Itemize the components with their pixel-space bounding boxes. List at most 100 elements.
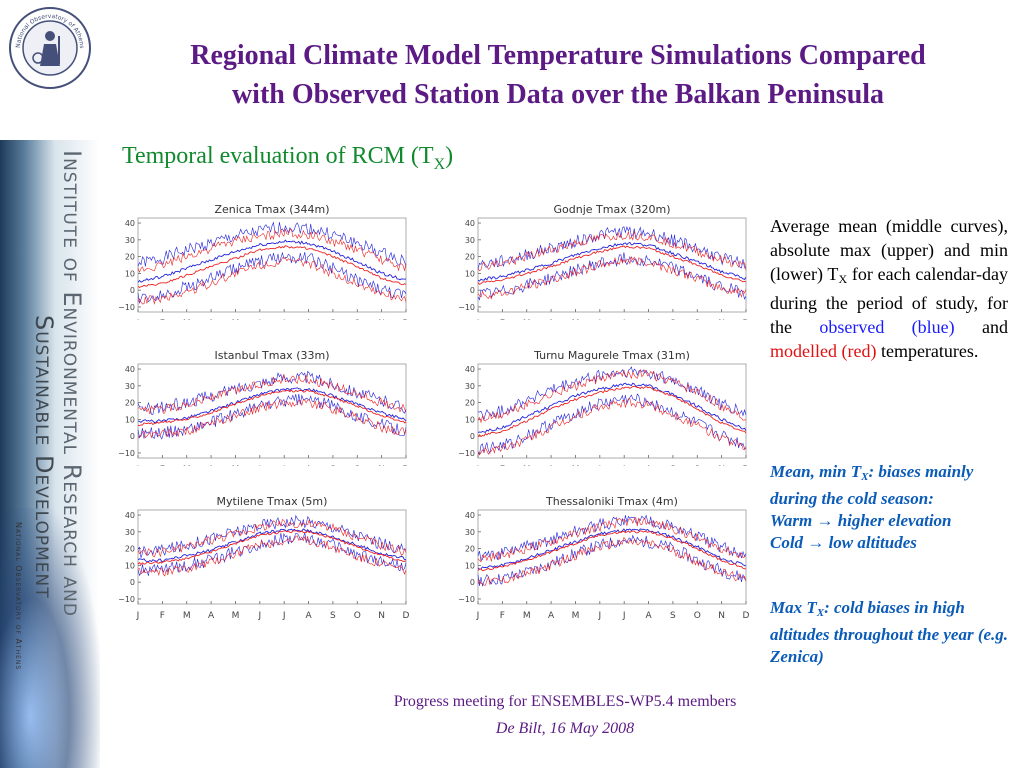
plot-frame — [137, 509, 407, 605]
note1-b: : biases mainly during the cold season: — [770, 462, 974, 508]
x-tick-label: J — [622, 465, 626, 466]
y-tick-label: 30 — [465, 236, 475, 245]
y-tick-label: −10 — [458, 303, 475, 312]
title-line-2: with Observed Station Data over the Balk… — [231, 79, 885, 110]
x-tick-label: J — [597, 611, 601, 621]
x-tick-label: M — [572, 465, 580, 466]
series-line-modelled-red-min — [477, 398, 747, 456]
series-line-modelled-red-mean — [477, 385, 747, 438]
slide-title: Regional Climate Model Temperature Simul… — [100, 36, 1016, 114]
note1-warm: Warm — [770, 511, 813, 530]
x-tick-label: S — [670, 319, 676, 320]
note1-cold-rest: low altitudes — [828, 533, 917, 552]
x-tick-label: J — [257, 319, 261, 320]
y-tick-label: −10 — [458, 595, 475, 604]
x-tick-label: F — [500, 319, 505, 320]
x-tick-label: N — [718, 465, 725, 466]
note1-subscript: X — [861, 471, 869, 483]
x-tick-label: A — [548, 611, 555, 621]
x-tick-label: S — [670, 465, 676, 466]
note1-cold-line: Cold → low altitudes — [770, 532, 1010, 554]
y-tick-label: 10 — [465, 415, 475, 424]
note1-heading: Mean, min TX: biases mainly during the c… — [770, 461, 1010, 510]
chart-title: Istanbul Tmax (33m) — [215, 349, 330, 362]
y-tick-label: 40 — [465, 365, 475, 374]
chart-title: Thessaloniki Tmax (4m) — [545, 495, 678, 508]
y-tick-label: 0 — [130, 432, 135, 441]
x-tick-label: J — [257, 465, 261, 466]
x-tick-label: F — [500, 465, 505, 466]
series-line-modelled-red-min — [138, 535, 407, 577]
chart-description: Average mean (middle curves), absolute m… — [770, 214, 1008, 363]
plot-frame — [137, 363, 407, 459]
description-and: and — [954, 317, 1008, 337]
x-tick-label: J — [136, 611, 140, 621]
chart-title: Zenica Tmax (344m) — [214, 203, 329, 216]
y-tick-label: 40 — [125, 365, 135, 374]
y-tick-label: 30 — [125, 528, 135, 537]
series-line-modelled-red-max — [477, 516, 747, 563]
chart-title: Turnu Magurele Tmax (31m) — [533, 349, 690, 362]
y-tick-label: 10 — [465, 561, 475, 570]
plot-frame — [477, 217, 747, 313]
x-tick-label: D — [743, 319, 750, 320]
x-tick-label: A — [645, 319, 652, 320]
series-line-observed-blue-min — [137, 393, 407, 440]
series-line-modelled-red-min — [137, 398, 407, 439]
y-tick-label: 30 — [125, 236, 135, 245]
x-tick-label: M — [232, 319, 240, 320]
x-tick-label: M — [572, 611, 580, 621]
x-tick-label: F — [160, 611, 165, 621]
series-line-modelled-red-min — [137, 257, 407, 305]
chart-title: Mytilene Tmax (5m) — [217, 495, 328, 508]
description-part1: Average mean (middle curves), absolute m… — [770, 216, 1008, 284]
description-part3: temperatures. — [876, 341, 979, 361]
x-tick-label: M — [183, 465, 191, 466]
y-tick-label: 30 — [125, 382, 135, 391]
x-tick-label: N — [378, 319, 385, 320]
note-max: Max TX: cold biases in high altitudes th… — [770, 597, 1010, 668]
x-tick-label: M — [572, 319, 580, 320]
footer-date-place: De Bilt, 16 May 2008 — [495, 720, 635, 737]
chart-title: Godnje Tmax (320m) — [553, 203, 670, 216]
y-tick-label: 0 — [470, 432, 475, 441]
x-tick-label: F — [160, 465, 165, 466]
x-tick-label: A — [208, 465, 215, 466]
x-tick-label: J — [257, 611, 261, 621]
series-line-observed-blue-max — [477, 226, 747, 270]
x-tick-label: J — [622, 611, 626, 621]
y-tick-label: −10 — [118, 595, 135, 604]
series-line-observed-blue-min — [137, 251, 407, 305]
y-tick-label: 40 — [465, 219, 475, 228]
series-line-modelled-red-mean — [137, 389, 407, 426]
y-tick-label: 20 — [465, 545, 475, 554]
x-tick-label: J — [597, 465, 601, 466]
x-tick-label: J — [622, 319, 626, 320]
x-tick-label: N — [718, 611, 725, 621]
note2-b: : cold biases in high altitudes througho… — [770, 598, 1009, 666]
y-tick-label: −10 — [118, 303, 135, 312]
institute-name-line3: National Observatory of Athens — [14, 522, 23, 671]
x-tick-label: J — [282, 611, 286, 621]
y-tick-label: 20 — [125, 545, 135, 554]
description-subscript: X — [838, 272, 848, 286]
series-line-observed-blue-mean — [137, 387, 407, 424]
series-line-modelled-red-mean — [477, 245, 747, 285]
subtitle-subscript: X — [433, 155, 446, 173]
note1-cold: Cold — [770, 533, 804, 552]
description-modelled: modelled (red) — [770, 341, 877, 361]
x-tick-label: F — [500, 611, 505, 621]
title-line-1: Regional Climate Model Temperature Simul… — [190, 40, 926, 71]
y-tick-label: 0 — [130, 578, 135, 587]
x-tick-label: J — [476, 465, 480, 466]
zenica-chart: Zenica Tmax (344m) 40 30 20 10 0 −10 J F M A M J J A S O… — [118, 203, 409, 320]
turnu-magurele-chart: Turnu Magurele Tmax (31m) 40 30 20 10 0 −10 J F M… — [458, 349, 749, 466]
godnje-chart: Godnje Tmax (320m) 40 30 20 10 0 −10 J F M A M J J A S O… — [458, 203, 750, 320]
x-tick-label: O — [694, 611, 701, 621]
x-tick-label: N — [378, 611, 385, 621]
series-line-observed-blue-min — [477, 393, 747, 455]
y-tick-label: 30 — [465, 528, 475, 537]
note-mean-min: Mean, min TX: biases mainly during the c… — [770, 461, 1010, 554]
series-line-modelled-red-max — [477, 368, 747, 424]
y-tick-label: 20 — [125, 253, 135, 262]
